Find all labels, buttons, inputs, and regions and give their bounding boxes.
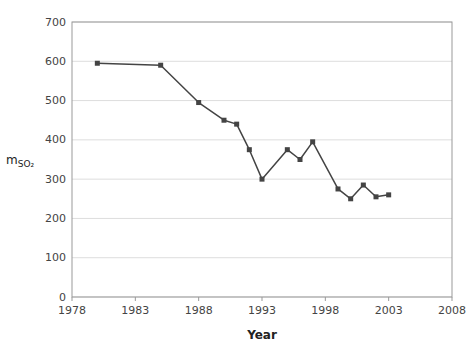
y-axis-label: mSO₂ — [6, 153, 35, 169]
x-axis-label: Year — [246, 328, 277, 342]
plot-frame — [72, 22, 452, 297]
y-tick-label: 300 — [45, 173, 66, 186]
y-tick-label: 700 — [45, 16, 66, 29]
marker — [285, 147, 290, 152]
x-tick — [135, 297, 136, 301]
grid-line — [72, 61, 452, 62]
y-tick-label: 500 — [45, 94, 66, 107]
grid-line — [72, 257, 452, 258]
marker — [222, 118, 227, 123]
marker — [247, 147, 252, 152]
marker — [348, 196, 353, 201]
x-tick-label: 1988 — [185, 304, 213, 317]
line — [97, 63, 388, 199]
grid-line — [72, 139, 452, 140]
x-tick-label: 1993 — [248, 304, 276, 317]
marker — [158, 63, 163, 68]
x-tick — [262, 297, 263, 301]
x-tick — [198, 297, 199, 301]
series — [95, 61, 391, 202]
grid-line — [72, 100, 452, 101]
grid — [72, 22, 452, 297]
y-tick-label: 400 — [45, 133, 66, 146]
x-tick — [72, 297, 73, 301]
x-tick — [388, 297, 389, 301]
x-tick-label: 1998 — [311, 304, 339, 317]
y-tick-label: 200 — [45, 212, 66, 225]
x-tick-label: 2003 — [375, 304, 403, 317]
chart: 0 100 200 300 400 500 600 700 1978 1983 1988 1993 19… — [0, 0, 474, 349]
marker — [196, 100, 201, 105]
x-tick-label: 1978 — [58, 304, 86, 317]
y-tick-label: 600 — [45, 55, 66, 68]
grid-line — [72, 218, 452, 219]
marker — [234, 122, 239, 127]
x-tick-label: 1983 — [121, 304, 149, 317]
x-tick — [452, 297, 453, 301]
marker — [260, 177, 265, 182]
x-tick-label: 2008 — [438, 304, 466, 317]
chart-container: 0 100 200 300 400 500 600 700 1978 1983 1988 1993 19… — [0, 0, 474, 349]
y-tick-label: 100 — [45, 251, 66, 264]
marker — [374, 194, 379, 199]
x-tick — [325, 297, 326, 301]
marker — [310, 139, 315, 144]
marker — [95, 61, 100, 66]
marker — [336, 186, 341, 191]
marker — [298, 157, 303, 162]
marker — [361, 183, 366, 188]
y-tick-label: 0 — [59, 291, 66, 304]
marker — [386, 192, 391, 197]
